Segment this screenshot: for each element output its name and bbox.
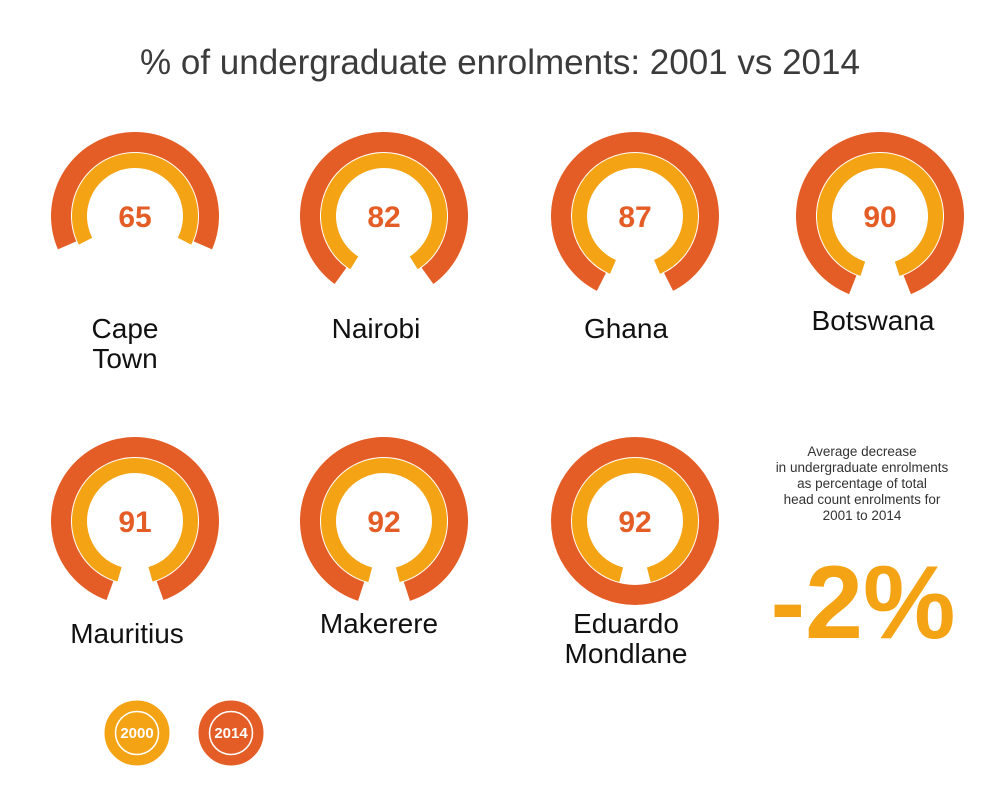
legend-swatch-fill (210, 712, 252, 754)
note-line: as percentage of total (797, 476, 927, 491)
legend-label: 2014 (214, 725, 248, 742)
donut-item: 91 Mauritius (50, 437, 220, 649)
donut-value-label: 82 (367, 201, 400, 234)
institution-label: Makerere (320, 608, 438, 639)
legend-swatch-gap (208, 710, 254, 756)
donut-value-label: 87 (618, 201, 651, 234)
institution-label: Ghana (584, 313, 668, 344)
note-line: head count enrolments for (784, 492, 941, 507)
legend-swatch-gap (114, 710, 160, 756)
institution-label: Mauritius (70, 618, 184, 649)
legend-swatch (198, 700, 264, 766)
institution-label: Eduardo (573, 608, 679, 639)
donut-value-label: 91 (118, 506, 151, 539)
ring-2014 (51, 132, 219, 250)
donut-value-label: 92 (618, 506, 651, 539)
note-line: in undergraduate enrolments (776, 460, 949, 475)
legend-label: 2000 (120, 725, 153, 742)
legend: 2000 2014 (104, 700, 264, 766)
institution-label: Cape (92, 313, 159, 344)
legend-item: 2014 (198, 700, 264, 766)
donut-value-label: 92 (367, 506, 400, 539)
ring-2000 (72, 153, 198, 245)
note-line: Average decrease (807, 444, 916, 459)
donut-item: 87 Ghana (551, 132, 719, 344)
donut-value-label: 90 (863, 201, 896, 234)
institution-label: Nairobi (332, 313, 421, 344)
donut-item: 92 Makerere (299, 437, 468, 639)
donut-item: 82 Nairobi (300, 132, 469, 344)
legend-item: 2000 (104, 700, 170, 766)
average-decrease-value: -2% (771, 545, 956, 661)
donut-item: 90 Botswana (796, 132, 964, 336)
institution-label: Town (92, 343, 157, 374)
chart-title: % of undergraduate enrolments: 2001 vs 2… (140, 43, 860, 82)
institution-label: Mondlane (565, 638, 688, 669)
note-line: 2001 to 2014 (823, 508, 902, 523)
donut-value-label: 65 (118, 201, 151, 234)
legend-swatch (104, 700, 170, 766)
legend-swatch-fill (116, 712, 158, 754)
institution-label: Botswana (812, 305, 935, 336)
